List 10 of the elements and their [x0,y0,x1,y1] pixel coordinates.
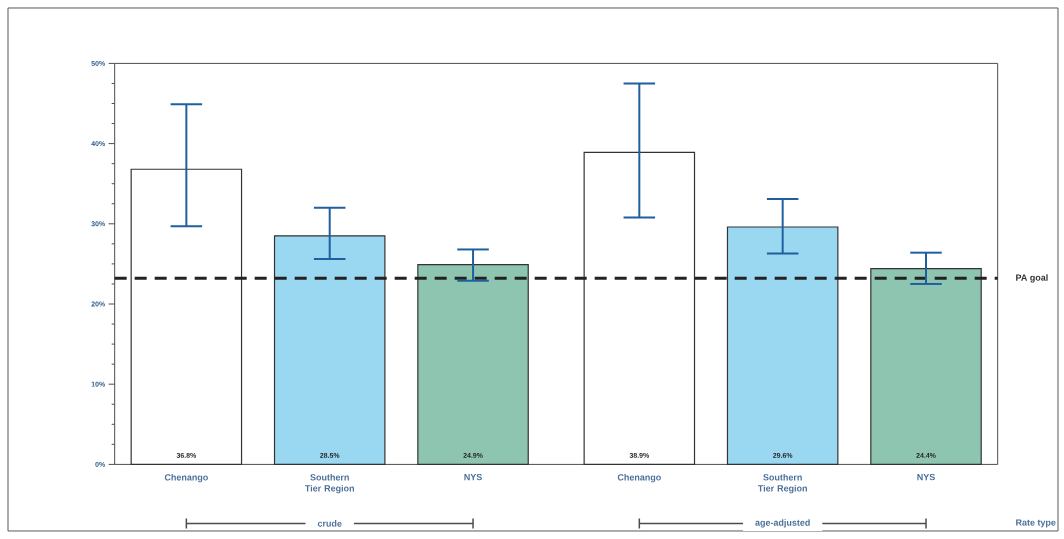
x-tick-label: Southern Tier Region [757,473,807,494]
text: Rate type [1016,519,1056,528]
x-tick-label: Chenango [164,473,208,483]
text: crude [317,520,342,527]
x-tick-label: NYS [464,473,482,481]
ref-line-label: PA goal [1016,274,1048,283]
x-tick-label: NYS [917,473,935,481]
x-tick-label: Southern Tier Region [304,473,354,494]
x-tick-label: Chenango [617,473,661,483]
text: age-adjusted [755,519,810,528]
